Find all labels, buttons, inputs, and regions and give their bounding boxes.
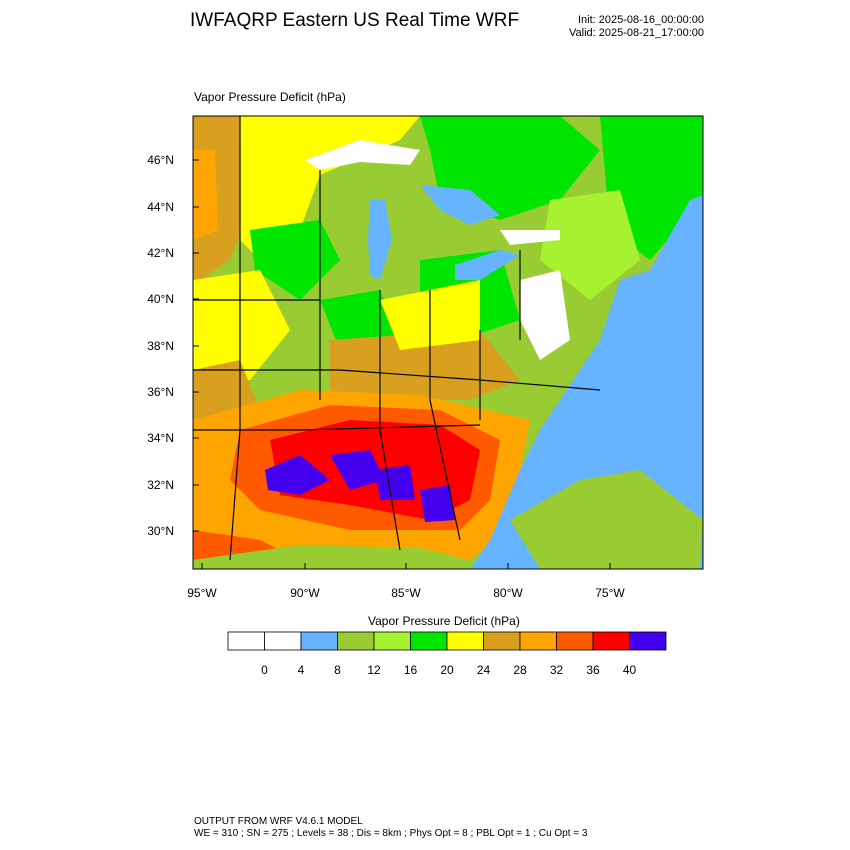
lat-label: 46°N bbox=[147, 153, 174, 167]
lat-label: 42°N bbox=[147, 246, 174, 260]
colorbar-label: 4 bbox=[298, 663, 305, 677]
colorbar-label: 0 bbox=[261, 663, 268, 677]
colorbar-label: 40 bbox=[623, 663, 637, 677]
lat-label: 36°N bbox=[147, 385, 174, 399]
lat-label: 40°N bbox=[147, 292, 174, 306]
lon-label: 85°W bbox=[391, 586, 421, 600]
colorbar-label: 36 bbox=[586, 663, 600, 677]
page-title: IWFAQRP Eastern US Real Time WRF bbox=[190, 10, 520, 31]
init-valid-times: Init: 2025-08-16_00:00:00 Valid: 2025-08… bbox=[540, 14, 704, 40]
colorbar-box bbox=[446, 631, 484, 651]
colorbar-label: 24 bbox=[477, 663, 491, 677]
lat-label: 34°N bbox=[147, 431, 174, 445]
lat-label: 32°N bbox=[147, 478, 174, 492]
colorbar-label: 8 bbox=[334, 663, 341, 677]
colorbar-box bbox=[629, 631, 667, 651]
colorbar-box bbox=[337, 631, 375, 651]
map-field bbox=[193, 116, 703, 569]
colorbar: 0 4 8 12 16 20 24 28 32 36 40 bbox=[227, 631, 667, 677]
valid-time: Valid: 2025-08-21_17:00:00 bbox=[569, 27, 704, 39]
lon-label: 80°W bbox=[493, 586, 523, 600]
footer-settings: WE = 310 ; SN = 275 ; Levels = 38 ; Dis … bbox=[194, 828, 588, 839]
map-title: Vapor Pressure Deficit (hPa) bbox=[194, 90, 346, 104]
colorbar-label: 32 bbox=[550, 663, 564, 677]
colorbar-box bbox=[264, 631, 302, 651]
lat-label: 38°N bbox=[147, 339, 174, 353]
latitude-axis: 46°N 44°N 42°N 40°N 38°N 36°N 34°N 32°N 30°N bbox=[147, 153, 199, 538]
lon-label: 95°W bbox=[187, 586, 217, 600]
colorbar-box bbox=[556, 631, 594, 651]
colorbar-box bbox=[373, 631, 411, 651]
colorbar-label: 28 bbox=[513, 663, 527, 677]
lon-label: 90°W bbox=[290, 586, 320, 600]
colorbar-box bbox=[592, 631, 630, 651]
colorbar-box bbox=[519, 631, 557, 651]
colorbar-box bbox=[227, 631, 265, 651]
colorbar-title: Vapor Pressure Deficit (hPa) bbox=[368, 614, 520, 628]
colorbar-label: 20 bbox=[440, 663, 454, 677]
colorbar-label: 16 bbox=[404, 663, 418, 677]
footer-model: OUTPUT FROM WRF V4.6.1 MODEL bbox=[194, 816, 363, 827]
colorbar-box bbox=[483, 631, 521, 651]
longitude-axis: 95°W 90°W 85°W 80°W 75°W bbox=[187, 563, 625, 600]
map-frame bbox=[192, 115, 704, 570]
colorbar-box bbox=[300, 631, 338, 651]
lat-label: 44°N bbox=[147, 200, 174, 214]
lon-label: 75°W bbox=[595, 586, 625, 600]
lat-label: 30°N bbox=[147, 524, 174, 538]
colorbar-box bbox=[410, 631, 448, 651]
colorbar-label: 12 bbox=[367, 663, 381, 677]
init-time: Init: 2025-08-16_00:00:00 bbox=[578, 14, 704, 26]
state-borders bbox=[193, 116, 601, 561]
